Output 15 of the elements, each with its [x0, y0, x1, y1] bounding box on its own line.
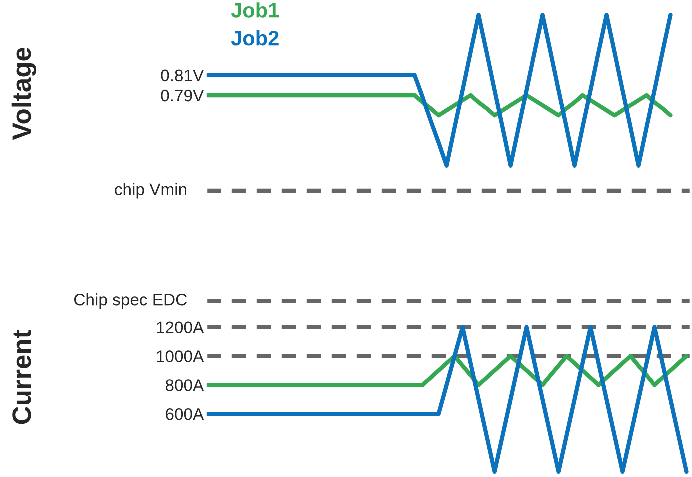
- y-tick-label: 600A: [166, 408, 204, 420]
- y-tick-label: 0.79V: [161, 90, 204, 102]
- text: Job1: [231, 2, 280, 18]
- y-tick-label: 800A: [166, 380, 204, 392]
- line-series: [206, 354, 689, 388]
- y-tick-label: 1000A: [157, 350, 204, 362]
- ref-line-label: chip Vmin: [115, 183, 187, 199]
- y-axis-title: Current: [12, 330, 32, 424]
- series-label: Job2: [231, 30, 279, 46]
- y-tick-label: 1200A: [157, 322, 204, 334]
- y-axis-title: Voltage: [12, 48, 37, 140]
- ref-line-label: Chip spec EDC: [74, 294, 187, 310]
- line-series: [206, 325, 689, 474]
- line-series: [206, 93, 673, 118]
- y-tick-label: 0.81V: [161, 70, 204, 82]
